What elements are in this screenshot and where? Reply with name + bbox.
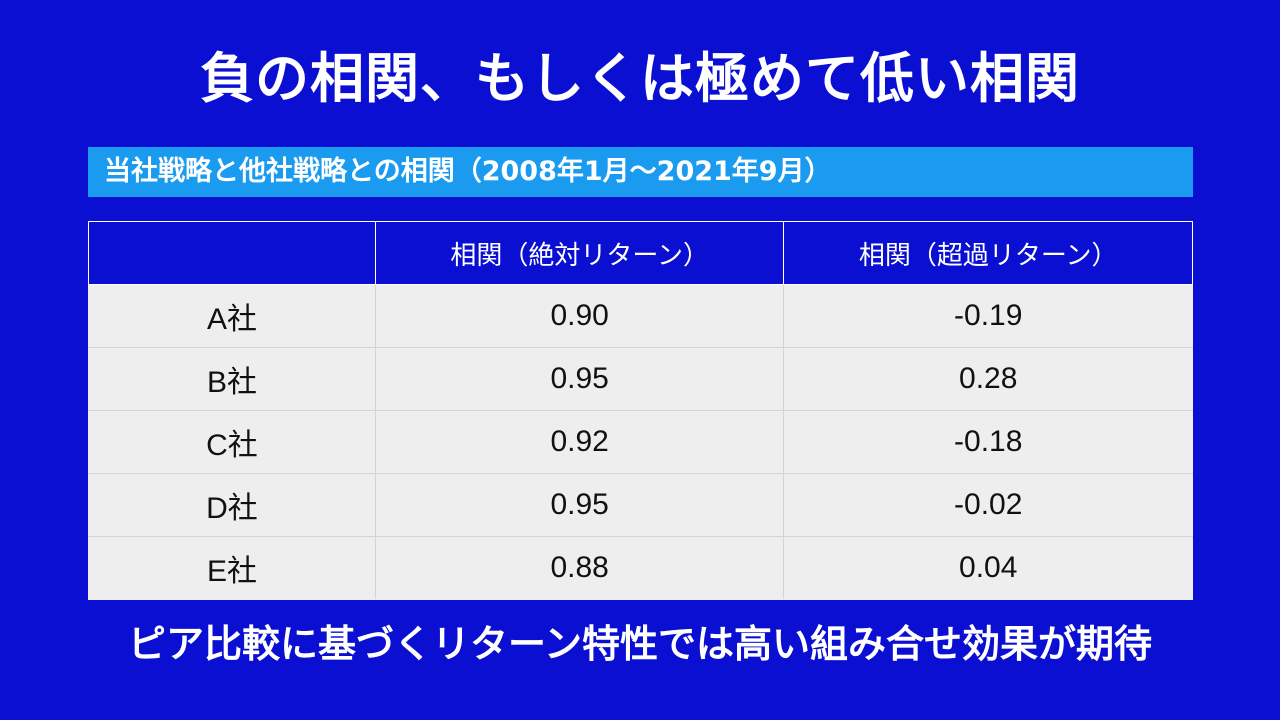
correlation-table: 相関（絶対リターン） 相関（超過リターン） A社 0.90 -0.19 B社 0… [88,221,1193,600]
company-cell: B社 [88,347,376,411]
company-cell: E社 [88,536,376,600]
subtitle-bar: 当社戦略と他社戦略との相関（2008年1月～2021年9月） [88,147,1193,197]
company-cell: A社 [88,284,376,348]
header-cell-absolute-return: 相関（絶対リターン） [374,221,785,285]
absolute-return-cell: 0.95 [374,347,785,411]
excess-return-cell: -0.02 [783,473,1193,537]
excess-return-cell: 0.28 [783,347,1193,411]
absolute-return-cell: 0.95 [374,473,785,537]
header-cell-company [88,221,376,285]
table-row: B社 0.95 0.28 [88,347,1193,411]
header-cell-excess-return: 相関（超過リターン） [783,221,1193,285]
conclusion-text: ピア比較に基づくリターン特性では高い組み合せ効果が期待 [127,621,1153,666]
absolute-return-cell: 0.88 [374,536,785,600]
excess-return-cell: 0.04 [783,536,1193,600]
slide-title: 負の相関、もしくは極めて低い相関 [200,46,1080,110]
table-row: C社 0.92 -0.18 [88,410,1193,474]
excess-return-cell: -0.19 [783,284,1193,348]
table-header-row: 相関（絶対リターン） 相関（超過リターン） [88,221,1193,285]
excess-return-cell: -0.18 [783,410,1193,474]
absolute-return-cell: 0.90 [374,284,785,348]
table-row: E社 0.88 0.04 [88,536,1193,600]
company-cell: C社 [88,410,376,474]
absolute-return-cell: 0.92 [374,410,785,474]
table-row: D社 0.95 -0.02 [88,473,1193,537]
company-cell: D社 [88,473,376,537]
table-row: A社 0.90 -0.19 [88,284,1193,348]
